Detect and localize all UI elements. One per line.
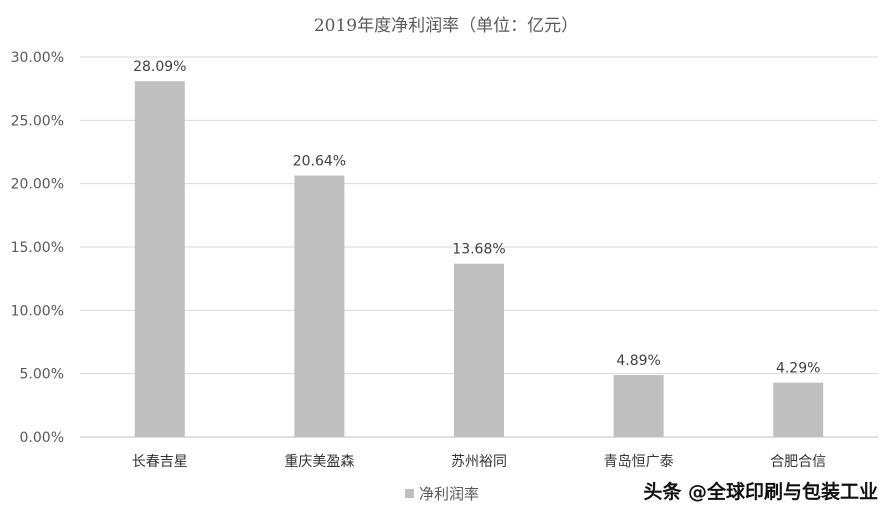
bar [613,375,664,437]
chart-title: 2019年度净利润率（单位：亿元） [314,16,578,36]
bar [773,382,824,437]
category-label: 青岛恒广泰 [604,454,674,470]
y-tick-label: 5.00% [20,367,64,383]
category-label: 合肥合信 [770,454,826,470]
y-axis-ticks: 0.00% 5.00% 10.00% 15.00% 20.00% 25.00% 30.00% [11,50,64,446]
data-label: 4.29% [776,361,820,377]
y-tick-label: 30.00% [11,50,64,66]
data-labels: 28.09% 20.64% 13.68% 4.89% 4.29% [133,59,820,376]
x-axis-categories: 长春吉星 重庆美盈森 苏州裕同 青岛恒广泰 合肥合信 [132,454,826,470]
legend: 净利润率 [405,485,479,503]
legend-swatch [405,489,414,498]
data-label: 13.68% [452,242,505,258]
bars [134,81,824,438]
category-label: 长春吉星 [132,454,188,470]
bar [294,175,345,437]
y-tick-label: 15.00% [11,240,64,256]
legend-label: 净利润率 [419,485,479,503]
y-tick-label: 10.00% [11,303,64,319]
data-label: 28.09% [133,59,186,75]
bar [454,263,504,437]
y-tick-label: 0.00% [20,430,64,446]
y-tick-label: 20.00% [11,177,64,193]
bar [134,81,185,438]
watermark-text: 头条 @全球印刷与包装工业 [643,480,878,503]
category-label: 重庆美盈森 [284,454,354,470]
data-label: 4.89% [616,353,660,369]
y-tick-label: 25.00% [11,113,64,129]
data-label: 20.64% [293,154,346,170]
category-label: 苏州裕同 [451,454,507,470]
